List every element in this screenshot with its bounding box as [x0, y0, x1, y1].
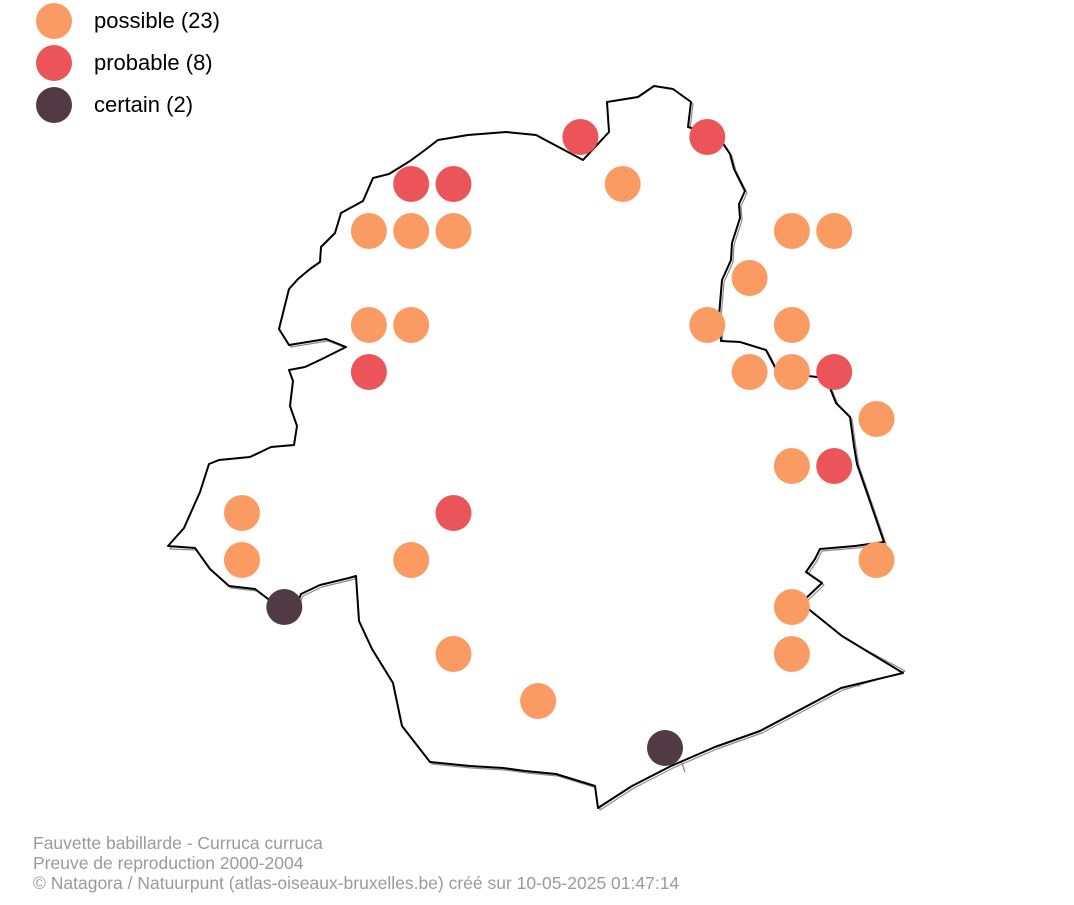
- observation-dot-possible: [773, 589, 810, 625]
- observation-dot-probable: [435, 495, 472, 531]
- observation-dot-possible: [773, 213, 810, 249]
- observation-dot-possible: [224, 495, 260, 531]
- observation-dot-probable: [689, 119, 726, 155]
- observation-dot-possible: [689, 307, 726, 343]
- observation-dot-possible: [773, 448, 810, 484]
- observation-dot-possible: [350, 307, 387, 343]
- observation-dot-possible: [435, 636, 472, 672]
- observation-dot-possible: [393, 307, 430, 343]
- observation-dot-possible: [773, 636, 810, 672]
- observations-layer: [224, 119, 895, 766]
- observation-dot-possible: [435, 213, 472, 249]
- observation-dot-possible: [858, 401, 895, 437]
- copyright-line: © Natagora / Natuurpunt (atlas-oiseaux-b…: [33, 873, 680, 893]
- observation-dot-possible: [858, 542, 895, 578]
- observation-dot-possible: [224, 542, 260, 578]
- region-border-line: [167, 85, 904, 809]
- observation-dot-possible: [520, 683, 557, 719]
- legend-label-certain: certain (2): [94, 92, 194, 117]
- observation-dot-certain: [266, 589, 303, 625]
- legend-label-possible: possible (23): [94, 8, 220, 33]
- observation-dot-possible: [393, 213, 430, 249]
- legend-swatch-certain: [36, 87, 72, 123]
- observation-dot-probable: [435, 166, 472, 202]
- observation-dot-certain: [647, 730, 683, 766]
- legend-label-probable: probable (8): [94, 50, 213, 75]
- observation-dot-possible: [773, 307, 810, 343]
- observation-dot-possible: [604, 166, 641, 202]
- legend-swatch-possible: [36, 3, 72, 39]
- observation-dot-probable: [393, 166, 430, 202]
- legend-item-probable: probable (8): [36, 42, 220, 84]
- observation-dot-possible: [350, 213, 387, 249]
- species-title: Fauvette babillarde - Curruca curruca: [33, 833, 323, 853]
- map-subtitle: Preuve de reproduction 2000-2004: [33, 853, 304, 873]
- observation-dot-possible: [816, 213, 853, 249]
- observation-dot-probable: [816, 354, 853, 390]
- legend-item-possible: possible (23): [36, 0, 220, 42]
- legend: possible (23) probable (8) certain (2): [36, 0, 220, 126]
- legend-swatch-probable: [36, 45, 72, 81]
- map-credits: Fauvette babillarde - Curruca curruca Pr…: [33, 833, 679, 893]
- observation-dot-probable: [350, 354, 387, 390]
- observation-dot-possible: [731, 354, 768, 390]
- legend-item-certain: certain (2): [36, 84, 220, 126]
- observation-dot-possible: [773, 354, 810, 390]
- observation-dot-possible: [393, 542, 430, 578]
- region-border: [167, 85, 904, 809]
- observation-dot-probable: [562, 119, 599, 155]
- observation-dot-possible: [731, 260, 768, 296]
- observation-dot-probable: [816, 448, 853, 484]
